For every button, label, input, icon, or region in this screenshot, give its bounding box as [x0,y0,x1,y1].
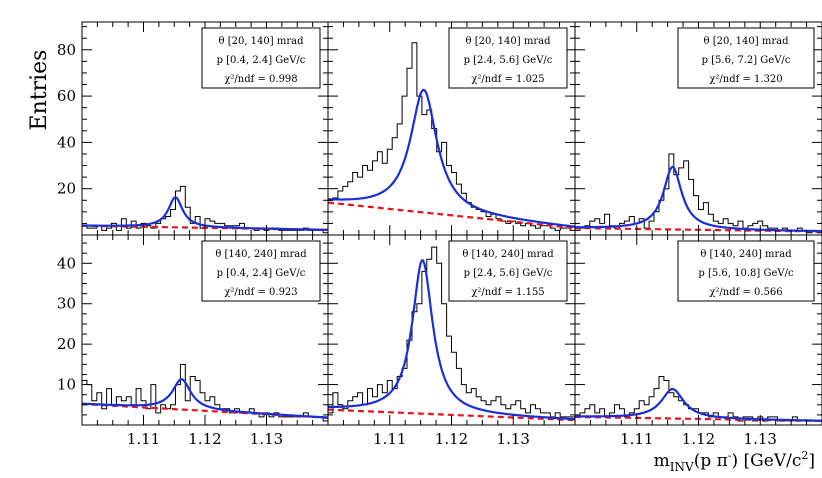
panel-5: θ [140, 240] mrad p [2.4, 5.6] GeV/c χ²/nd… [327,234,576,426]
legend-line: θ [20, 140] mrad [704,36,790,47]
legend-line: p [0.4, 2.4] GeV/c [217,268,306,279]
x-tick-label: 1.13 [497,430,530,448]
x-tick-label: 1.11 [373,430,406,448]
legend-line: χ²/ndf = 1.155 [471,287,544,298]
histogram [574,153,822,235]
signal-fit [327,259,575,421]
legend-line: χ²/ndf = 0.998 [224,74,297,85]
histogram [81,363,329,425]
x-tick-label: 1.11 [620,430,653,448]
panel-6: θ [140, 240] mrad p [5.6, 10.8] GeV/c χ²/n… [574,234,822,426]
panels-group: θ [20, 140] mrad p [0.4, 2.4] GeV/c χ²/ndf… [57,21,822,448]
legend-line: θ [140, 240] mrad [700,249,792,260]
x-axis-title: mINV(p π-) [GeV/c2] [654,449,815,473]
legend-box [677,27,815,89]
histogram [327,246,576,425]
legend-line: χ²/ndf = 1.320 [709,74,782,85]
legend-line: p [5.6, 10.8] GeV/c [698,268,794,279]
legend-line: χ²/ndf = 0.923 [224,287,297,298]
panel-2: θ [20, 140] mrad p [2.4, 5.6] GeV/c χ²/ndf… [327,21,576,236]
y-tick-label: 20 [57,180,76,198]
y-tick-label: 40 [57,133,76,151]
x-tick-label: 1.13 [744,430,777,448]
histogram [574,376,822,425]
legend-line: p [2.4, 5.6] GeV/c [464,268,553,279]
x-tick-label: 1.12 [188,430,221,448]
x-tick-label: 1.12 [435,430,468,448]
background-fit [327,408,575,422]
y-axis-title: Entries [27,50,52,131]
legend-box [677,240,815,302]
legend-line: p [2.4, 5.6] GeV/c [464,55,553,66]
signal-fit [575,387,822,422]
legend-line: p [0.4, 2.4] GeV/c [217,55,306,66]
x-tick-label: 1.13 [250,430,283,448]
y-tick-label: 60 [57,87,76,105]
legend-line: θ [140, 240] mrad [215,249,307,260]
x-tick-label: 1.12 [682,430,715,448]
legend-line: χ²/ndf = 0.566 [709,287,782,298]
legend-box [448,240,568,302]
background-fit [327,201,576,230]
legend-line: θ [20, 140] mrad [466,36,552,47]
legend-box [448,27,568,89]
y-tick-label: 30 [57,295,76,313]
signal-fit [81,378,329,419]
x-tick-label: 1.11 [127,430,160,448]
legend-line: χ²/ndf = 1.025 [471,74,544,85]
signal-fit [82,195,328,231]
panel-1: θ [20, 140] mrad p [0.4, 2.4] GeV/c χ²/ndf… [81,21,329,236]
y-tick-label: 80 [57,41,76,59]
panel-3: θ [20, 140] mrad p [5.6, 7.2] GeV/c χ²/ndf… [574,21,822,236]
legend-line: p [5.6, 7.2] GeV/c [702,55,791,66]
legend-line: θ [140, 240] mrad [462,249,554,260]
legend-line: θ [20, 140] mrad [219,36,305,47]
signal-fit [327,88,576,228]
y-tick-label: 10 [57,376,76,394]
legend-box [201,27,321,89]
legend-box [201,240,321,302]
y-tick-label: 20 [57,335,76,353]
x-axis-title-data: m_INV(p π⁻) [GeV/c²] [804,464,815,467]
y-tick-label: 40 [57,254,76,272]
signal-fit [575,165,822,233]
panel-4: θ [140, 240] mrad p [0.4, 2.4] GeV/c χ²/nd… [81,234,329,426]
